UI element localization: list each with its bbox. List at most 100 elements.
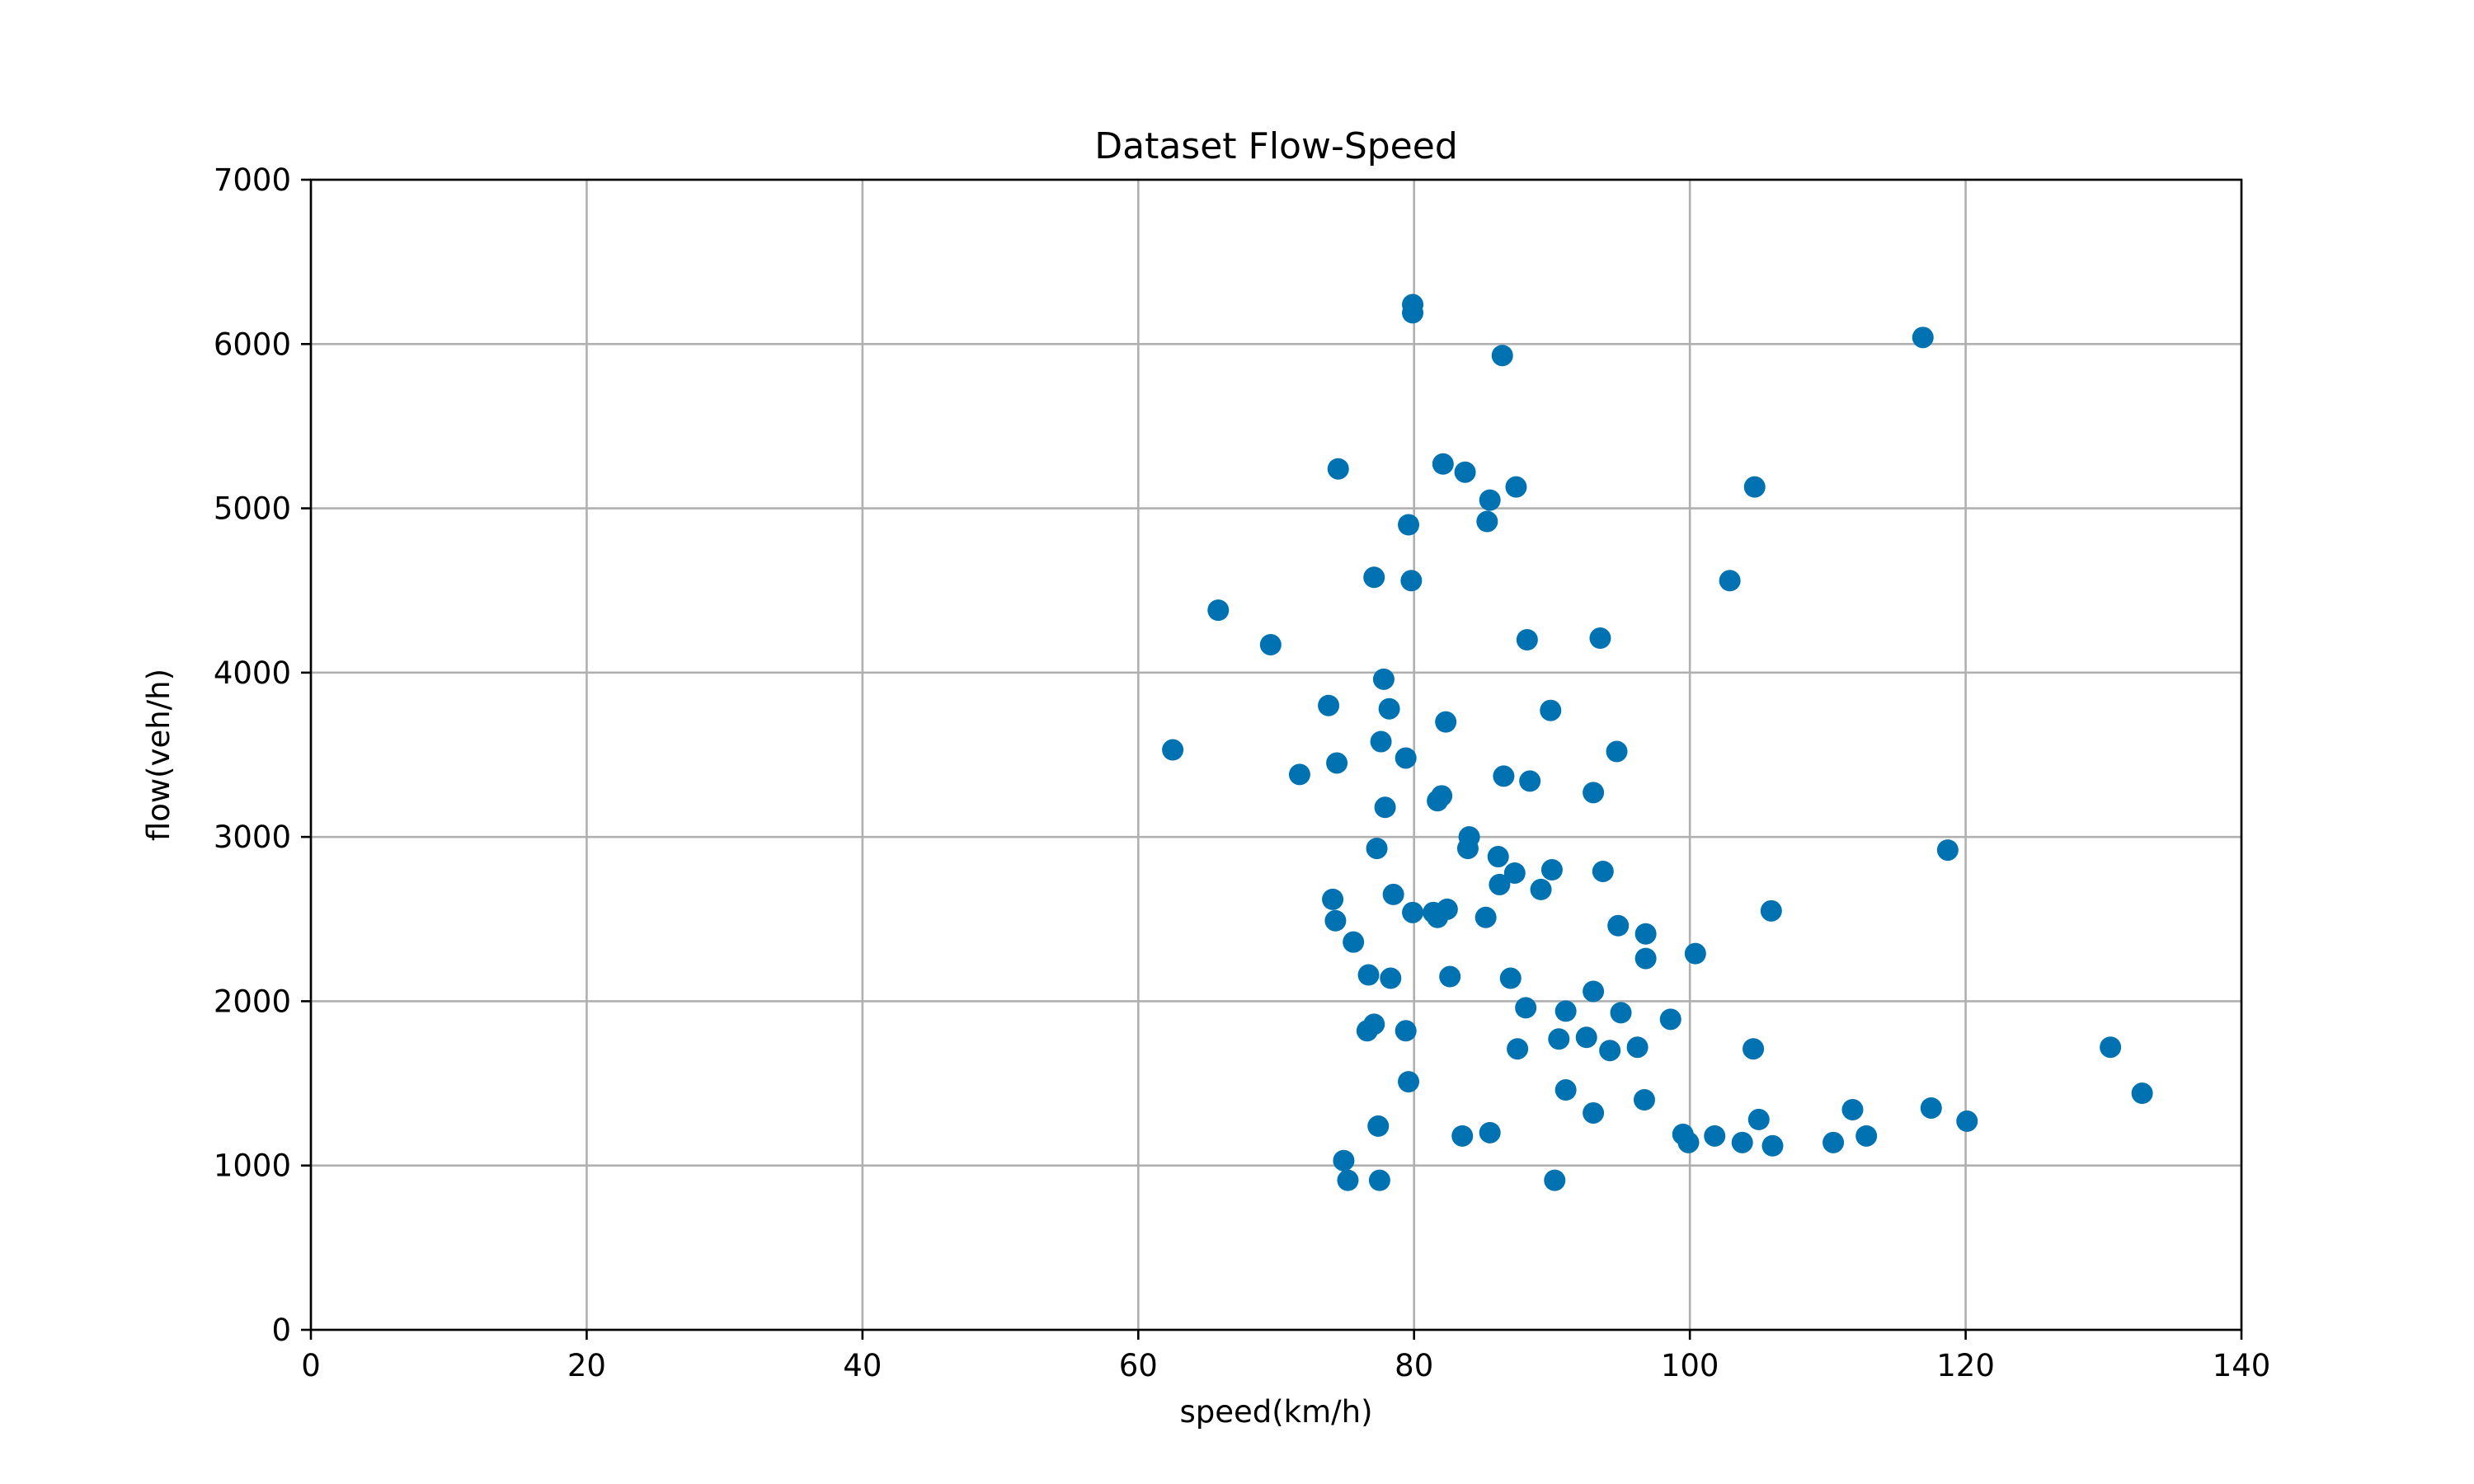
scatter-point	[1402, 901, 1424, 923]
x-tick-label: 80	[1395, 1348, 1433, 1383]
y-tick-label: 0	[271, 1313, 291, 1348]
scatter-point	[1431, 785, 1453, 807]
scatter-point	[1610, 1002, 1632, 1024]
scatter-point	[1540, 699, 1562, 721]
scatter-point	[1659, 1008, 1681, 1031]
scatter-point	[1499, 967, 1522, 989]
data-points	[1162, 294, 2153, 1191]
y-tick-label: 4000	[214, 655, 291, 691]
scatter-point	[1318, 694, 1340, 716]
scatter-point	[1743, 476, 1766, 498]
y-tick-label: 7000	[214, 162, 291, 198]
scatter-point	[2131, 1082, 2153, 1105]
y-tick-label: 2000	[214, 984, 291, 1019]
scatter-point	[1475, 906, 1497, 928]
scatter-point	[1599, 1040, 1621, 1062]
scatter-point	[1956, 1110, 1978, 1132]
grid-lines	[309, 178, 2243, 1331]
scatter-point	[1719, 570, 1741, 592]
scatter-point	[1544, 1169, 1566, 1191]
x-tick-label: 20	[567, 1348, 606, 1383]
plot-frame	[309, 178, 2243, 1331]
scatter-point	[1489, 873, 1511, 895]
scatter-point	[1761, 1134, 1784, 1157]
scatter-point	[1288, 763, 1310, 786]
scatter-point	[1451, 1125, 1474, 1147]
scatter-point	[1493, 765, 1515, 787]
scatter-point	[1368, 1169, 1390, 1191]
scatter-point	[1677, 1131, 1700, 1153]
scatter-point	[1505, 476, 1527, 498]
scatter-point	[1575, 1026, 1597, 1049]
scatter-point	[1400, 570, 1423, 592]
scatter-point	[1476, 510, 1498, 533]
x-tick-label: 100	[1661, 1348, 1719, 1383]
scatter-point	[1487, 846, 1509, 868]
scatter-point	[1436, 898, 1458, 920]
scatter-point	[1402, 294, 1424, 316]
scatter-point	[1337, 1169, 1359, 1191]
scatter-point	[1583, 782, 1605, 804]
scatter-point	[1912, 326, 1934, 349]
x-tick-label: 0	[301, 1348, 321, 1383]
scatter-point	[1548, 1028, 1570, 1050]
scatter-point	[1324, 909, 1347, 932]
scatter-point	[1760, 899, 1782, 922]
scatter-point	[1606, 740, 1628, 763]
scatter-point	[1326, 752, 1348, 774]
scatter-point	[1607, 914, 1630, 937]
scatter-point	[1322, 888, 1344, 910]
scatter-point	[1382, 883, 1404, 905]
y-tick-label: 6000	[214, 326, 291, 362]
scatter-point	[1507, 1038, 1529, 1060]
scatter-point	[1841, 1098, 1864, 1120]
scatter-point	[1259, 633, 1282, 655]
scatter-point	[1432, 453, 1454, 475]
scatter-point	[1363, 1013, 1385, 1036]
y-tick-label: 5000	[214, 491, 291, 527]
scatter-point	[1743, 1038, 1765, 1060]
scatter-point	[1207, 599, 1230, 622]
scatter-point	[1378, 697, 1400, 720]
scatter-point	[1634, 923, 1657, 945]
x-tick-label: 120	[1936, 1348, 1995, 1383]
scatter-point	[1435, 711, 1457, 733]
x-tick-label: 40	[843, 1348, 882, 1383]
scatter-point	[1823, 1131, 1845, 1153]
scatter-point	[1920, 1097, 1942, 1119]
scatter-point	[1936, 839, 1959, 862]
scatter-point	[1357, 964, 1380, 986]
scatter-point	[1479, 489, 1501, 511]
y-tick-label: 1000	[214, 1148, 291, 1184]
scatter-point	[1398, 1071, 1420, 1093]
scatter-point	[1343, 931, 1365, 953]
scatter-point	[1530, 878, 1552, 900]
scatter-point	[1516, 629, 1538, 650]
scatter-point	[1856, 1125, 1878, 1147]
scatter-point	[1327, 458, 1349, 480]
scatter-point	[1633, 1089, 1655, 1111]
scatter-point	[1395, 1020, 1417, 1042]
axis-ticks: 0 20 40 60 80 100 120 140 0 1000 2000 3000 4000 5000 6…	[214, 162, 2270, 1383]
y-axis-label: flow(veh/h)	[141, 669, 176, 841]
scatter-point	[1363, 566, 1385, 589]
scatter-point	[1398, 514, 1420, 536]
scatter-point	[1458, 826, 1480, 848]
chart-title: Dataset Flow-Speed	[1094, 125, 1458, 167]
scatter-point	[1162, 739, 1184, 761]
scatter-point	[1554, 1079, 1577, 1101]
x-axis-label: speed(km/h)	[1179, 1394, 1372, 1430]
scatter-point	[1374, 796, 1396, 819]
scatter-point	[1491, 345, 1513, 367]
scatter-point	[1583, 1101, 1605, 1124]
scatter-point	[2100, 1036, 2122, 1059]
x-tick-label: 60	[1119, 1348, 1158, 1383]
x-tick-label: 140	[2213, 1348, 2271, 1383]
scatter-point	[1367, 1115, 1390, 1137]
scatter-point	[1634, 947, 1657, 970]
scatter-point	[1395, 747, 1417, 769]
scatter-point	[1592, 860, 1614, 882]
